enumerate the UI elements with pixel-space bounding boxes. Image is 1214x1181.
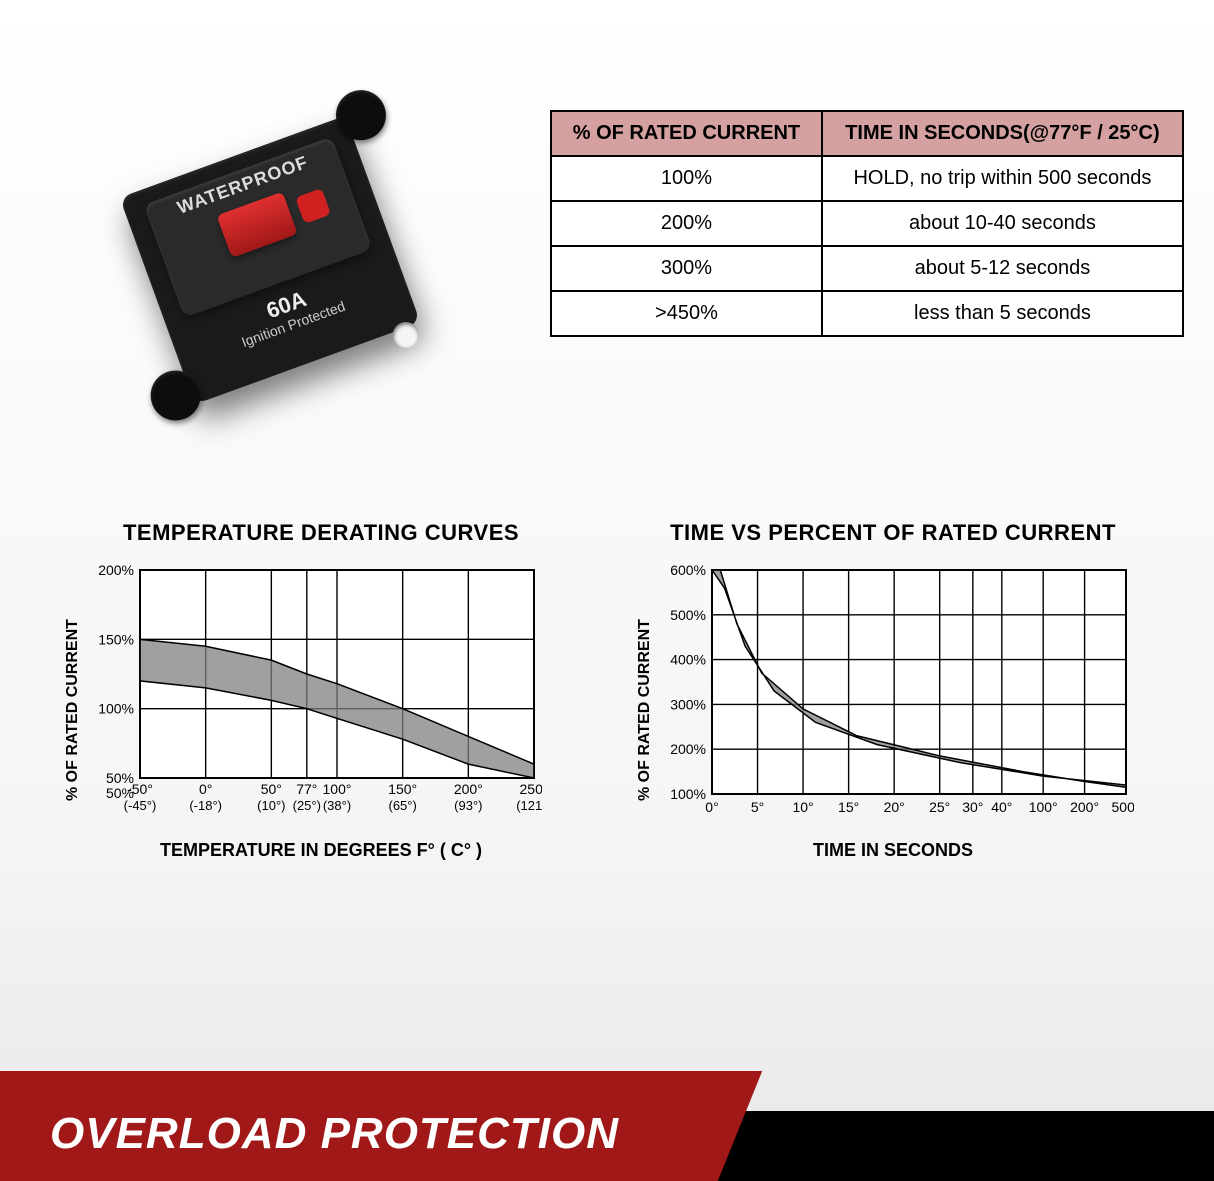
svg-text:15°: 15° [838,799,859,815]
chart-title: TIME VS PERCENT OF RATED CURRENT [632,520,1154,546]
svg-text:0°: 0° [199,781,212,797]
svg-text:77°: 77° [296,781,317,797]
header-percent: % OF RATED CURRENT [551,111,822,156]
svg-text:150%: 150% [98,631,134,647]
product-image: WATERPROOF 60A Ignition Protected [30,40,510,480]
cell-percent: 100% [551,156,822,201]
svg-text:20°: 20° [884,799,905,815]
y-axis-label: % OF RATED CURRENT [632,560,654,830]
svg-text:10°: 10° [792,799,813,815]
header-time: TIME IN SECONDS(@77°F / 25°C) [822,111,1183,156]
chart-title: TEMPERATURE DERATING CURVES [60,520,582,546]
svg-text:500%: 500% [670,607,706,623]
svg-text:250°: 250° [520,781,542,797]
svg-text:150°: 150° [388,781,417,797]
cell-time: about 10-40 seconds [822,201,1183,246]
x-axis-label: TIME IN SECONDS [632,840,1154,861]
svg-text:5°: 5° [751,799,764,815]
svg-text:100%: 100% [670,786,706,802]
trip-time-table: % OF RATED CURRENT TIME IN SECONDS(@77°F… [550,110,1184,337]
svg-text:0°: 0° [705,799,718,815]
cell-time: less than 5 seconds [822,291,1183,336]
svg-text:200°: 200° [1070,799,1099,815]
cell-time: HOLD, no trip within 500 seconds [822,156,1183,201]
svg-text:400%: 400% [670,652,706,668]
cell-percent: 300% [551,246,822,291]
svg-text:-50°: -50° [127,781,153,797]
svg-text:(38°): (38°) [323,798,351,813]
svg-text:50°: 50° [261,781,282,797]
svg-text:30°: 30° [962,799,983,815]
banner-title: OVERLOAD PROTECTION [50,1109,619,1159]
derating-plot: 50%100%150%200%50%-50°(-45°)0°(-18°)50°(… [82,560,542,830]
derating-chart: TEMPERATURE DERATING CURVES % OF RATED C… [60,520,582,861]
top-section: WATERPROOF 60A Ignition Protected % OF R… [0,0,1214,500]
cell-percent: >450% [551,291,822,336]
cell-time: about 5-12 seconds [822,246,1183,291]
svg-text:(10°): (10°) [257,798,285,813]
y-axis-label: % OF RATED CURRENT [60,560,82,830]
svg-text:25°: 25° [929,799,950,815]
svg-text:(65°): (65°) [389,798,417,813]
circuit-breaker-illustration: WATERPROOF 60A Ignition Protected [78,68,463,453]
footer-banner: OVERLOAD PROTECTION [0,1071,1214,1181]
svg-text:(-45°): (-45°) [124,798,157,813]
charts-row: TEMPERATURE DERATING CURVES % OF RATED C… [0,500,1214,861]
svg-text:600%: 600% [670,562,706,578]
cell-percent: 200% [551,201,822,246]
x-axis-label: TEMPERATURE IN DEGREES F° ( C° ) [60,840,582,861]
table-row: 100%HOLD, no trip within 500 seconds [551,156,1183,201]
svg-text:(93°): (93°) [454,798,482,813]
svg-text:200°: 200° [454,781,483,797]
table-row: 200%about 10-40 seconds [551,201,1183,246]
svg-text:100°: 100° [1029,799,1058,815]
svg-text:(25°): (25°) [293,798,321,813]
svg-text:40°: 40° [991,799,1012,815]
time-current-plot: 100% 200% 300% 400% 500% 600% 0° 5° 10° 15° 20° 25°… [654,560,1134,830]
svg-text:(121°): (121°) [516,798,542,813]
svg-text:100%: 100% [98,701,134,717]
table-header-row: % OF RATED CURRENT TIME IN SECONDS(@77°F… [551,111,1183,156]
time-current-chart: TIME VS PERCENT OF RATED CURRENT % OF RA… [632,520,1154,861]
table-row: 300%about 5-12 seconds [551,246,1183,291]
table-row: >450%less than 5 seconds [551,291,1183,336]
svg-text:300%: 300% [670,696,706,712]
svg-text:500°: 500° [1112,799,1134,815]
svg-text:200%: 200% [98,562,134,578]
svg-text:100°: 100° [323,781,352,797]
svg-text:200%: 200% [670,741,706,757]
svg-text:(-18°): (-18°) [189,798,222,813]
